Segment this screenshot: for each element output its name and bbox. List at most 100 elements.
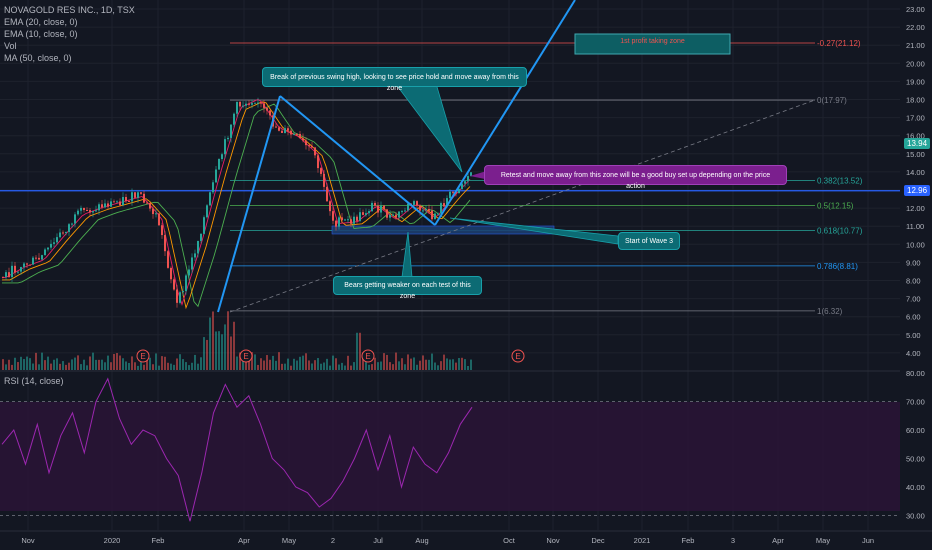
- volume-bar: [185, 362, 187, 370]
- candle-body: [395, 214, 397, 218]
- candle-body: [98, 204, 100, 211]
- volume-bar: [350, 365, 352, 370]
- rsi-legend[interactable]: RSI (14, close): [4, 376, 64, 386]
- earnings-marker: [239, 349, 253, 363]
- volume-bar: [293, 358, 295, 370]
- volume-bar: [68, 362, 70, 370]
- volume-bar: [245, 356, 247, 370]
- candle-body: [386, 209, 388, 218]
- candle-body: [314, 147, 316, 156]
- volume-bar: [47, 356, 49, 370]
- price-tick-label: 23.00: [906, 5, 925, 14]
- price-tick-label: 16.00: [906, 132, 925, 141]
- price-tick-label: 10.00: [906, 240, 925, 249]
- volume-bar: [416, 364, 418, 370]
- volume-bar: [236, 356, 238, 370]
- volume-bar: [260, 358, 262, 370]
- candle-body: [413, 201, 415, 205]
- candle-body: [425, 209, 427, 211]
- candle-body: [251, 103, 253, 105]
- volume-bar: [14, 357, 16, 370]
- volume-bar: [164, 356, 166, 370]
- volume-bar: [341, 362, 343, 370]
- candle-body: [302, 138, 304, 141]
- candle-body: [287, 128, 289, 131]
- candle-body: [254, 102, 256, 104]
- candle-body: [128, 201, 130, 203]
- candle-body: [416, 201, 418, 206]
- price-tick-label: 4.00: [906, 349, 921, 358]
- volume-bar: [116, 353, 118, 370]
- volume-bar: [50, 363, 52, 370]
- legend-symbol[interactable]: NOVAGOLD RES INC., 1D, TSX: [4, 5, 135, 15]
- volume-bar: [62, 361, 64, 370]
- retest-callout[interactable]: Retest and move away from this zone will…: [484, 165, 787, 190]
- line-price-tag: 12.96: [904, 185, 931, 196]
- ema10-line: [1, 98, 471, 306]
- volume-bar: [119, 355, 121, 370]
- volume-bar: [329, 365, 331, 370]
- bears-callout[interactable]: Bears getting weaker on each test of thi…: [333, 276, 482, 300]
- legend-ema20[interactable]: EMA (20, close, 0): [4, 17, 78, 27]
- wave3-callout[interactable]: Start of Wave 3: [618, 232, 680, 250]
- volume-bar: [176, 358, 178, 370]
- volume-bar: [428, 359, 430, 370]
- candle-body: [74, 214, 76, 224]
- candle-body: [470, 172, 472, 177]
- candle-body: [200, 233, 202, 241]
- candle-body: [113, 201, 115, 203]
- candle-body: [227, 137, 229, 140]
- candle-body: [32, 257, 34, 265]
- candle-body: [8, 272, 10, 278]
- volume-bar: [32, 363, 34, 370]
- candle-body: [134, 192, 136, 198]
- legend-ma50[interactable]: MA (50, close, 0): [4, 53, 72, 63]
- wave3-projection-line: [434, 0, 576, 226]
- candle-body: [218, 159, 220, 170]
- candle-body: [80, 207, 82, 211]
- candle-body: [368, 211, 370, 214]
- volume-bar: [320, 363, 322, 370]
- candle-body: [65, 231, 67, 233]
- fib-label: 1(6.32): [817, 307, 843, 316]
- candle-body: [398, 211, 400, 218]
- time-axis[interactable]: Nov 2020 Feb Apr May 2 Jul Aug Oct Nov Dec 2021 Feb 3…: [0, 530, 932, 545]
- volume-bar: [425, 359, 427, 370]
- profit-zone-box[interactable]: [574, 33, 731, 55]
- volume-bar: [380, 361, 382, 370]
- legend-ema10[interactable]: EMA (10, close, 0): [4, 29, 78, 39]
- volume-bar: [83, 359, 85, 370]
- price-tick-label: 8.00: [906, 277, 921, 286]
- candle-body: [89, 210, 91, 213]
- volume-bar: [356, 332, 358, 370]
- volume-bar: [278, 352, 280, 370]
- swing-high-callout[interactable]: Break of previous swing high, looking to…: [262, 67, 527, 92]
- rsi-line: [1, 377, 473, 522]
- volume-bar: [401, 358, 403, 370]
- volume-bars: [2, 311, 472, 370]
- candle-body: [35, 257, 37, 259]
- volume-bar: [137, 365, 139, 370]
- candle-body: [167, 251, 169, 268]
- volume-bar: [8, 359, 10, 370]
- volume-bar: [218, 331, 220, 370]
- volume-bar: [434, 362, 436, 370]
- volume-bar: [200, 357, 202, 370]
- candle-body: [122, 197, 124, 206]
- candle-body: [392, 214, 394, 216]
- candle-body: [380, 205, 382, 213]
- volume-bar: [65, 364, 67, 370]
- legend-vol[interactable]: Vol: [4, 41, 17, 51]
- volume-bar: [107, 355, 109, 370]
- volume-bar: [140, 357, 142, 370]
- last-price-tag: 13.94: [904, 138, 931, 149]
- price-axis[interactable]: 23.00 22.00 21.00 20.00 19.00 18.00 17.00 16.00…: [900, 0, 932, 550]
- time-tick-label: Jun: [862, 536, 874, 545]
- candle-body: [362, 212, 364, 215]
- volume-bar: [26, 356, 28, 370]
- volume-bar: [77, 355, 79, 370]
- candle-body: [374, 202, 376, 206]
- volume-bar: [452, 359, 454, 370]
